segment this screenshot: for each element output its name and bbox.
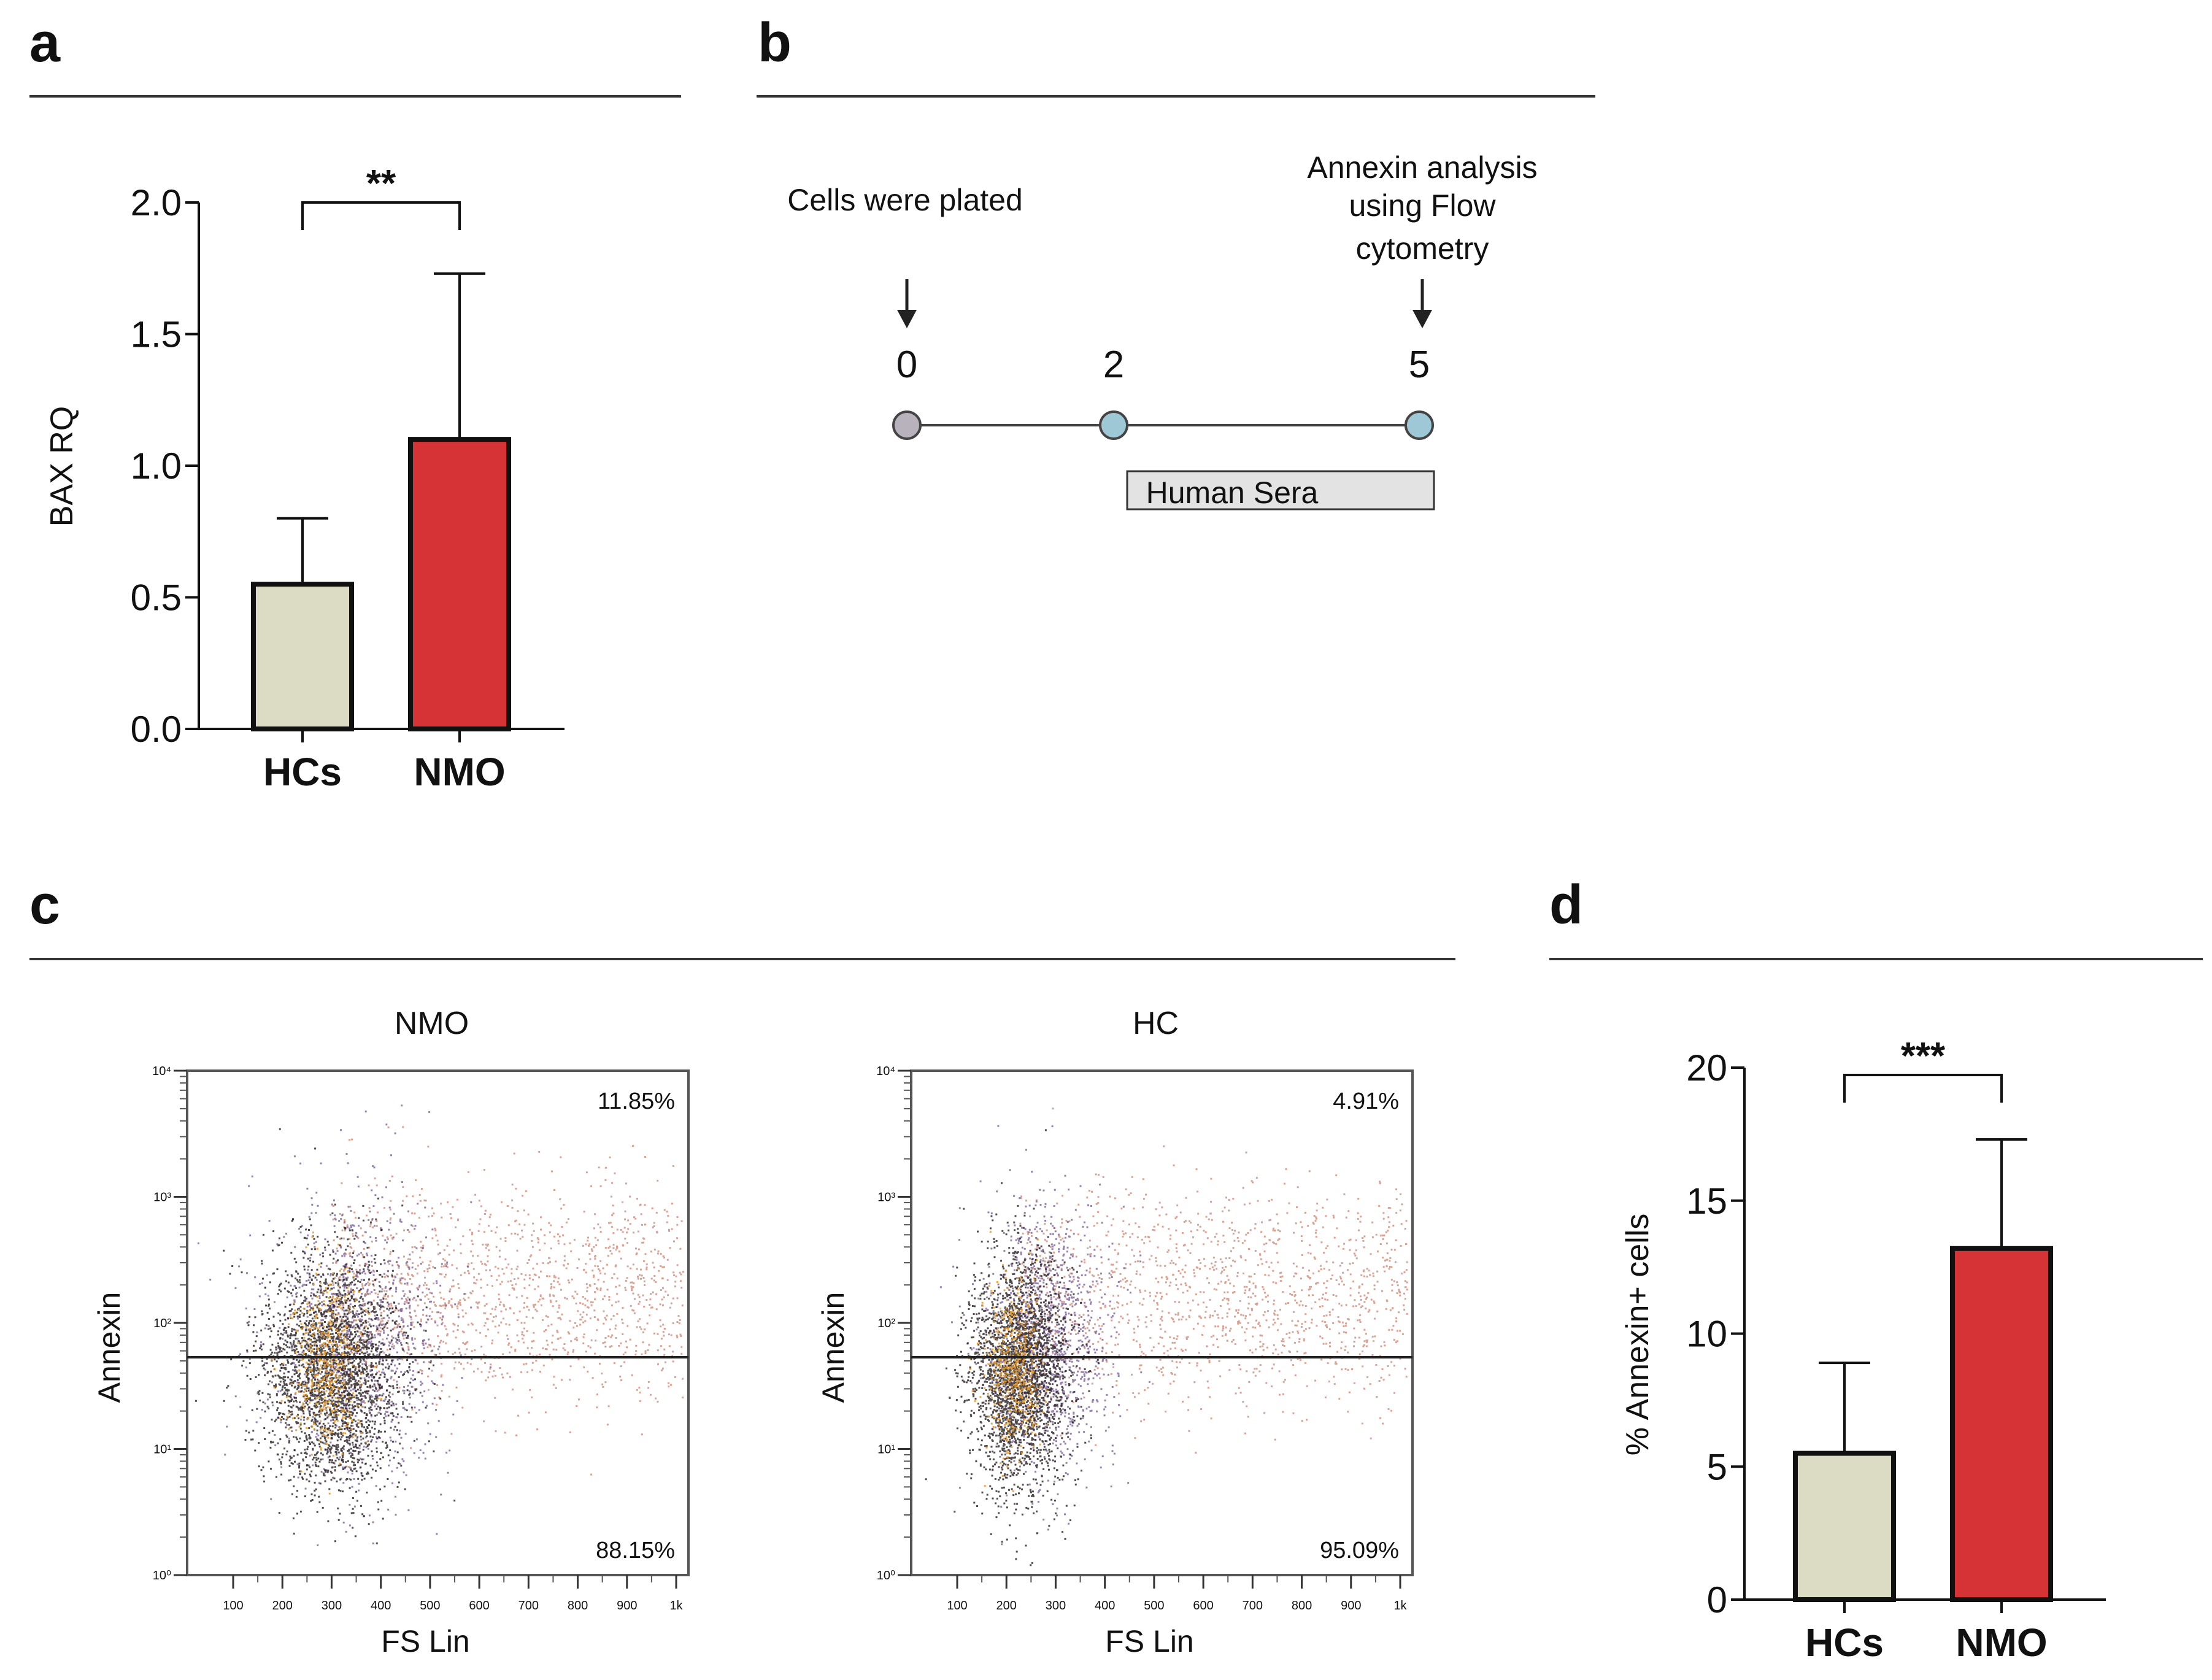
lower-quadrant-percent: 95.09% — [1320, 1538, 1399, 1563]
scatter-core-events — [968, 1231, 1048, 1492]
arrow-down-icon — [897, 279, 917, 328]
timeline-node-day-5 — [1405, 410, 1434, 440]
x-tick-label: 900 — [617, 1599, 637, 1613]
bax-rq-bar-chart: BAX RQ 0.0 0.5 1.0 1.5 2.0 HCs NMO ** — [44, 163, 565, 794]
x-axis-label: FS Lin — [381, 1624, 470, 1659]
panel-b-letter: b — [758, 12, 792, 74]
significance-bracket — [1843, 1074, 2003, 1103]
x-tick-label: 800 — [1292, 1599, 1312, 1613]
x-tick-label: 200 — [996, 1599, 1017, 1613]
upper-quadrant-percent: 11.85% — [598, 1089, 675, 1114]
y-tick-label: 10⁴ — [876, 1065, 895, 1078]
panel-c-letter: c — [29, 874, 60, 936]
timeline-node-day-2 — [1099, 410, 1128, 440]
day-label-0: 0 — [896, 344, 917, 386]
end-label-line-1: Annexin analysis — [1307, 150, 1537, 185]
y-tick-label: 5 — [1707, 1446, 1727, 1487]
y-tick-label: 0.5 — [131, 577, 182, 618]
panel-a-letter: a — [29, 12, 61, 74]
y-axis-label: % Annexin+ cells — [1620, 1214, 1655, 1456]
x-tick-label: 500 — [1144, 1599, 1164, 1613]
y-tick-label: 1.5 — [131, 314, 182, 355]
x-tick-label: 100 — [223, 1599, 243, 1613]
x-tick-label: 500 — [420, 1599, 440, 1613]
end-label-line-2: using Flow — [1349, 188, 1497, 223]
x-tick-label: 700 — [518, 1599, 539, 1613]
x-tick-label: 600 — [469, 1599, 489, 1613]
x-tick-label: 900 — [1341, 1599, 1361, 1613]
day-label-2: 2 — [1103, 344, 1124, 386]
y-tick-label: 20 — [1686, 1047, 1727, 1089]
scatter-dense-events — [925, 1129, 1100, 1566]
annexin-bar-chart: % Annexin+ cells 0 5 10 15 20 HCs NMO *** — [1620, 1035, 2106, 1665]
y-tick-label: 10³ — [877, 1191, 895, 1204]
experiment-timeline: Cells were plated Annexin analysis using… — [787, 150, 1538, 511]
plot-title: NMO — [395, 1006, 469, 1041]
y-tick-label: 10 — [1686, 1314, 1727, 1355]
y-axis-label: Annexin — [816, 1292, 850, 1403]
x-tick-label: HCs — [1805, 1620, 1884, 1665]
end-label-line-3: cytometry — [1356, 231, 1489, 266]
y-axis-label: BAX RQ — [44, 406, 80, 527]
y-tick-label: 10⁰ — [877, 1569, 895, 1582]
x-tick-label: 1k — [1393, 1599, 1407, 1613]
x-axis-label: FS Lin — [1105, 1624, 1194, 1659]
bar-hcs — [251, 582, 354, 731]
flow-plot-nmo: NMO 10⁰ 10¹ 10² 10³ 10⁴ 100 200 300 400 500 600 700 8… — [92, 1006, 690, 1659]
arrow-down-icon — [1412, 279, 1432, 328]
y-tick-label: 10⁰ — [153, 1569, 171, 1582]
timeline-node-day-0 — [892, 410, 922, 440]
x-tick-label: 1k — [669, 1599, 683, 1613]
y-tick-label: 2.0 — [131, 182, 182, 223]
day-label-5: 5 — [1409, 344, 1430, 386]
significance-marker: *** — [1901, 1035, 1946, 1077]
x-tick-label: HCs — [263, 750, 342, 794]
lower-quadrant-percent: 88.15% — [596, 1538, 675, 1563]
y-tick-label: 10³ — [153, 1191, 171, 1204]
x-tick-label: 700 — [1243, 1599, 1263, 1613]
y-tick-label: 10² — [153, 1317, 171, 1330]
x-tick-label: 400 — [371, 1599, 391, 1613]
scatter-dense-events — [195, 1128, 456, 1544]
y-tick-label: 0.0 — [131, 709, 182, 750]
y-tick-label: 10² — [877, 1317, 895, 1330]
y-axis-label: Annexin — [92, 1292, 126, 1403]
significance-marker: ** — [366, 163, 396, 205]
x-tick-label: NMO — [414, 750, 505, 794]
y-tick-label: 0 — [1707, 1579, 1727, 1620]
x-tick-label: 600 — [1193, 1599, 1213, 1613]
y-tick-label: 1.0 — [131, 445, 182, 487]
bar-hcs — [1793, 1451, 1896, 1602]
x-tick-label: 800 — [568, 1599, 588, 1613]
x-tick-label: 300 — [322, 1599, 342, 1613]
x-tick-label: 100 — [947, 1599, 967, 1613]
upper-quadrant-percent: 4.91% — [1333, 1089, 1399, 1114]
y-tick-label: 15 — [1686, 1181, 1727, 1222]
bar-nmo — [1950, 1246, 2053, 1602]
start-label: Cells were plated — [787, 183, 1023, 217]
x-tick-label: 300 — [1046, 1599, 1066, 1613]
y-tick-label: 10⁴ — [152, 1065, 171, 1078]
bar-nmo — [408, 437, 511, 731]
treatment-label: Human Sera — [1146, 476, 1319, 510]
plot-title: HC — [1133, 1006, 1179, 1041]
y-tick-label: 10¹ — [153, 1443, 171, 1457]
treatment-bar — [1126, 470, 1435, 511]
x-tick-label: NMO — [1956, 1620, 2047, 1665]
significance-bracket — [301, 201, 461, 230]
flow-plot-hc: HC 10⁰ 10¹ 10² 10³ 10⁴ 100 200 300 400 500 600 700 80… — [816, 1006, 1414, 1659]
panel-d-letter: d — [1549, 874, 1583, 936]
x-tick-label: 200 — [272, 1599, 293, 1613]
plot-frame — [186, 1069, 690, 1576]
x-tick-label: 400 — [1095, 1599, 1115, 1613]
y-tick-label: 10¹ — [877, 1443, 895, 1457]
